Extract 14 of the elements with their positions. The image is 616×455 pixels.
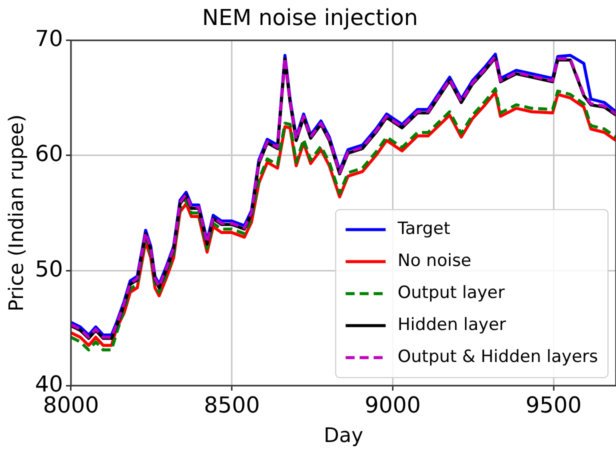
- y-tick-label: 60: [34, 142, 63, 168]
- legend-label: Output & Hidden layers: [398, 347, 598, 368]
- legend-label: No noise: [398, 251, 472, 272]
- x-tick-label: 9000: [364, 394, 421, 419]
- chart-title: NEM noise injection: [202, 6, 418, 31]
- y-tick-label: 50: [34, 257, 63, 282]
- y-axis-title: Price (Indian rupee): [4, 114, 28, 312]
- y-tick-label: 70: [34, 27, 63, 52]
- x-tick-label: 8500: [204, 394, 260, 419]
- legend-label: Output layer: [398, 283, 505, 304]
- legend-label: Hidden layer: [398, 315, 506, 336]
- x-axis-title: Day: [324, 423, 364, 448]
- x-tick-label: 9500: [526, 394, 582, 419]
- legend-label: Target: [396, 219, 451, 240]
